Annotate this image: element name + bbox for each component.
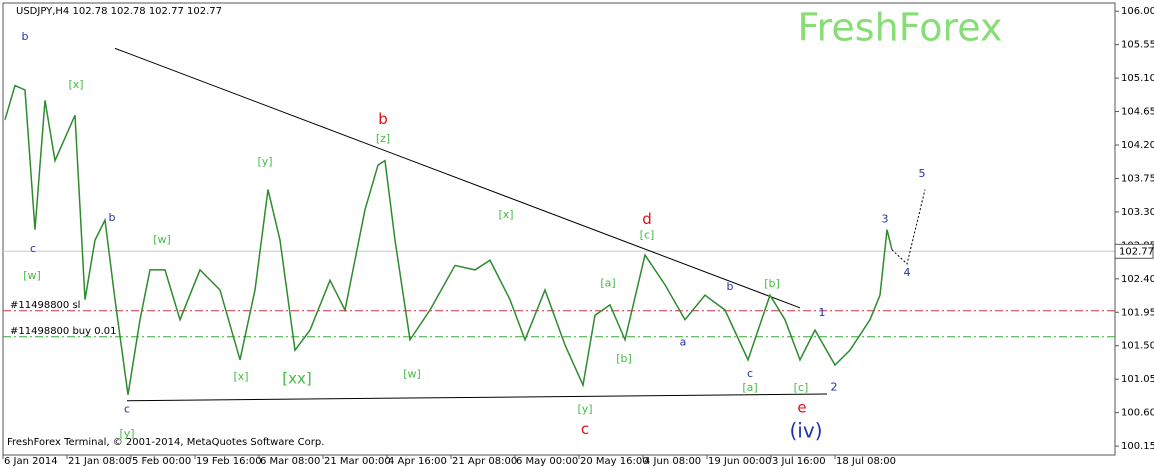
x-tick-label: 4 Jun 08:00 <box>644 456 701 467</box>
y-tick-label: 103.75 <box>1121 173 1154 184</box>
wave-label: [c] <box>794 381 809 394</box>
wave-label: b <box>378 110 388 128</box>
wave-label: [y] <box>119 427 134 440</box>
x-tick-label: 6 Jan 2014 <box>4 456 58 467</box>
footer: FreshForex Terminal, © 2001-2014, MetaQu… <box>7 437 324 448</box>
chart-title: USDJPY,H4 102.78 102.78 102.77 102.77 <box>16 6 222 17</box>
wave-label: [a] <box>600 276 615 289</box>
wave-label: c <box>581 420 589 438</box>
wave-label: 2 <box>831 380 838 393</box>
x-tick-label: 5 Feb 00:00 <box>132 456 191 467</box>
wave-label: [w] <box>23 269 41 282</box>
y-tick-label: 100.60 <box>1121 408 1154 419</box>
y-tick-label: 101.95 <box>1121 307 1154 318</box>
y-tick-label: 104.65 <box>1121 107 1154 118</box>
wave-label: [y] <box>257 155 272 168</box>
x-tick-label: 6 Mar 08:00 <box>260 456 320 467</box>
wave-label: [w] <box>403 368 421 381</box>
level-label: #11498800 buy 0.01 <box>10 326 117 337</box>
y-tick-label: 102.40 <box>1121 274 1154 285</box>
wave-label: [x] <box>68 78 83 91</box>
x-tick-label: 4 Apr 16:00 <box>388 456 447 467</box>
price-line-series <box>4 84 893 395</box>
wave-label: c <box>124 403 130 416</box>
y-tick-label: 101.50 <box>1121 341 1154 352</box>
wave-label: 4 <box>904 266 911 279</box>
wave-label: (iv) <box>790 418 823 442</box>
x-tick-label: 20 May 16:00 <box>580 456 649 467</box>
wave-label: a <box>680 336 687 349</box>
plot-frame <box>2 2 1116 456</box>
x-tick-label: 18 Jul 08:00 <box>836 456 896 467</box>
wave-label: [w] <box>153 233 171 246</box>
wave-label: c <box>30 242 36 255</box>
trendline <box>114 47 801 309</box>
y-tick-label: 100.15 <box>1121 441 1154 452</box>
y-tick-label: 106.00 <box>1121 6 1154 17</box>
wave-label: b <box>727 280 734 293</box>
y-tick-label: 105.10 <box>1121 73 1154 84</box>
wave-label: [c] <box>640 229 655 242</box>
wave-label: c <box>747 367 753 380</box>
x-tick-label: 19 Feb 16:00 <box>196 456 262 467</box>
level-label: #11498800 sl <box>10 300 80 311</box>
wave-label: 5 <box>919 167 926 180</box>
wave-label: [x] <box>498 208 513 221</box>
wave-label: 1 <box>819 306 826 319</box>
projection-line <box>891 189 926 265</box>
y-tick-label: 101.05 <box>1121 374 1154 385</box>
wave-label: [y] <box>577 403 592 416</box>
trendline <box>126 393 828 402</box>
x-tick-label: 21 Apr 08:00 <box>452 456 517 467</box>
wave-label: [z] <box>376 132 390 145</box>
y-tick-label: 103.30 <box>1121 207 1154 218</box>
x-tick-label: 6 May 00:00 <box>516 456 578 467</box>
y-tick-label: 105.55 <box>1121 40 1154 51</box>
wave-label: 3 <box>882 212 889 225</box>
y-tick-label: 104.20 <box>1121 140 1154 151</box>
x-tick-label: 19 Jun 00:00 <box>708 456 772 467</box>
wave-label: [b] <box>616 352 632 365</box>
wave-label: d <box>642 210 652 228</box>
x-tick-label: 3 Jul 16:00 <box>772 456 826 467</box>
price-box <box>1114 243 1154 259</box>
wave-label: [x] <box>233 370 248 383</box>
x-tick-label: 21 Jan 08:00 <box>68 456 131 467</box>
wave-label: b <box>22 30 29 43</box>
price-label: 102.77 <box>1119 246 1154 257</box>
wave-label: [b] <box>764 277 780 290</box>
wave-label: b <box>109 211 116 224</box>
x-tick-label: 21 Mar 00:00 <box>324 456 391 467</box>
wave-label: [a] <box>742 381 757 394</box>
wave-label: [xx] <box>282 370 311 388</box>
watermark: FreshForex <box>798 6 1003 50</box>
wave-label: e <box>797 399 806 417</box>
